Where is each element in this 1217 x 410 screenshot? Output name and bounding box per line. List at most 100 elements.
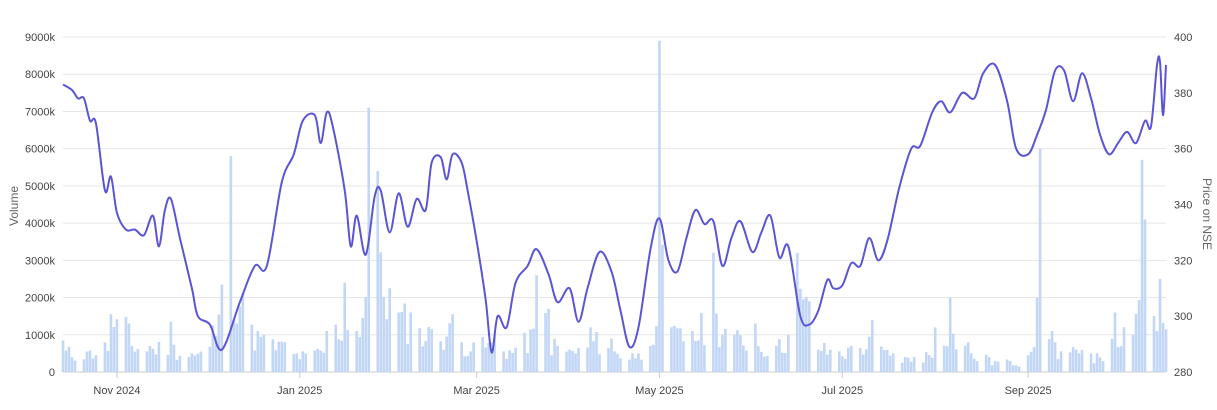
volume-bar <box>238 306 242 372</box>
volume-bar <box>337 339 341 372</box>
volume-bar <box>151 348 155 372</box>
volume-bar <box>634 358 637 372</box>
volume-bar <box>1119 346 1123 372</box>
volume-bar <box>628 359 631 372</box>
volume-bar <box>208 346 212 372</box>
volume-bar <box>199 351 203 372</box>
volume-bar <box>154 354 158 372</box>
left-tick-label: 4000k <box>25 218 55 230</box>
volume-bar <box>301 351 305 372</box>
volume-bar <box>550 355 553 372</box>
volume-bar <box>532 328 535 372</box>
volume-bar <box>1164 329 1168 372</box>
volume-bar <box>715 313 718 372</box>
volume-bar <box>721 334 724 372</box>
volume-bar <box>891 353 895 372</box>
volume-bar <box>921 362 925 372</box>
volume-bar <box>697 340 700 372</box>
volume-bar <box>1056 359 1060 372</box>
volume-bar <box>817 349 820 372</box>
volume-bar <box>1143 219 1147 372</box>
volume-bar <box>187 356 191 372</box>
volume-bar <box>103 342 107 372</box>
volume-bar <box>1116 347 1120 372</box>
volume-bar <box>586 347 589 372</box>
left-tick-label: 2000k <box>25 293 55 305</box>
volume-bar <box>73 360 77 372</box>
volume-bar <box>547 308 550 372</box>
volume-bar <box>529 329 532 372</box>
volume-bar <box>861 354 865 372</box>
volume-bar <box>1014 365 1018 372</box>
volume-bar <box>616 353 619 372</box>
volume-bar <box>256 331 260 372</box>
volume-bar <box>679 328 682 372</box>
volume-bar <box>610 338 613 372</box>
volume-bar <box>568 349 571 372</box>
volume-bar <box>754 323 757 372</box>
price-line <box>62 55 1167 354</box>
volume-bar <box>442 349 445 372</box>
volume-bar <box>670 327 673 372</box>
volume-bar <box>1017 366 1021 372</box>
volume-bar <box>1026 355 1030 372</box>
left-tick-label: 6000k <box>25 144 55 156</box>
volume-bar <box>903 357 907 372</box>
x-tick-label: Nov 2024 <box>93 385 140 397</box>
volume-bar <box>316 348 320 372</box>
volume-bar <box>322 352 326 372</box>
volume-bar <box>1080 349 1084 372</box>
volume-bar <box>1059 351 1063 372</box>
volume-bar <box>112 327 116 372</box>
volume-bar <box>439 341 442 372</box>
volume-bar <box>933 327 937 372</box>
volume-bar <box>358 337 362 372</box>
volume-bar <box>676 328 679 372</box>
volume-bar <box>870 319 874 372</box>
volume-bar <box>385 319 389 372</box>
volume-bar <box>969 353 973 372</box>
volume-bar <box>400 311 403 372</box>
volume-bar <box>990 365 994 372</box>
volume-bar <box>658 40 661 372</box>
volume-bar <box>220 284 224 372</box>
left-tick-label: 3000k <box>25 255 55 267</box>
volume-bar <box>448 323 451 372</box>
volume-bar <box>1047 339 1051 372</box>
volume-bar <box>724 328 727 372</box>
volume-bar <box>802 299 805 372</box>
volume-bar <box>487 342 490 372</box>
volume-bar <box>691 331 694 372</box>
volume-bar <box>846 347 850 372</box>
volume-bar <box>271 339 275 372</box>
volume-bar <box>556 345 559 372</box>
volume-bar <box>652 344 655 372</box>
volume-bar <box>942 345 946 372</box>
volume-bar <box>229 156 233 372</box>
left-tick-label: 5000k <box>25 181 55 193</box>
x-tick-label: Jul 2025 <box>821 385 863 397</box>
volume-bar <box>954 349 958 372</box>
volume-bar <box>130 345 134 372</box>
volume-bar <box>799 288 802 372</box>
volume-bar <box>945 346 949 372</box>
volume-bar <box>966 342 970 372</box>
volume-bar <box>277 341 281 372</box>
volume-bar <box>235 323 239 372</box>
volume-bar <box>493 334 496 372</box>
volume-bar <box>343 282 347 372</box>
volume-bar <box>1092 363 1096 372</box>
volume-bar <box>253 350 257 372</box>
volume-bar <box>292 353 296 372</box>
volume-bar <box>526 353 529 372</box>
volume-bar <box>924 352 928 372</box>
volume-bar <box>595 332 598 372</box>
volume-bar <box>1053 342 1057 372</box>
volume-bar <box>984 354 988 372</box>
volume-bar <box>1038 148 1042 372</box>
volume-bar <box>577 347 580 372</box>
volume-bar <box>703 345 706 372</box>
left-tick-label: 7000k <box>25 106 55 118</box>
volume-bar <box>472 342 475 372</box>
